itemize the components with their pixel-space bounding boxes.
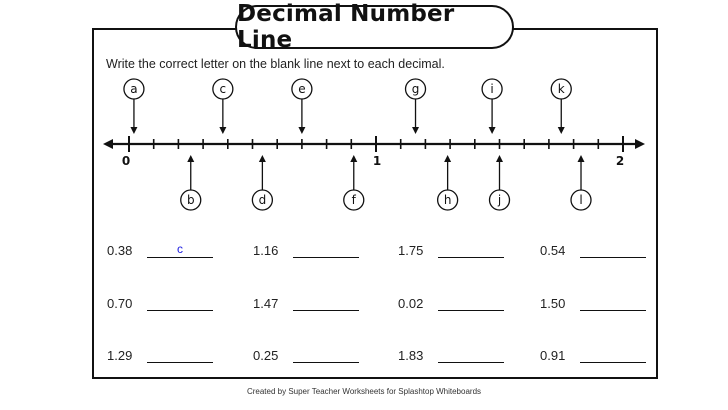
tick-label-0: 0 <box>122 154 130 168</box>
decimal-value: 0.02 <box>398 296 424 311</box>
right-arrowhead <box>635 139 645 149</box>
letter-circle-j <box>488 189 511 211</box>
letter-label-g: g <box>412 82 420 96</box>
instructions-text: Write the correct letter on the blank li… <box>106 57 445 71</box>
arrow-head <box>219 127 227 134</box>
arrow-head <box>577 155 585 162</box>
tick-label-2: 2 <box>616 154 624 168</box>
letter-circle-f <box>343 189 365 211</box>
answer-blank[interactable] <box>438 243 504 258</box>
letter-label-k: k <box>558 82 565 96</box>
letter-circle-d <box>251 189 274 211</box>
decimal-value: 0.70 <box>107 296 133 311</box>
answer-blank[interactable] <box>438 348 504 363</box>
letter-label-f: f <box>352 193 357 207</box>
arrow-head <box>412 127 420 134</box>
decimal-value: 1.75 <box>398 243 424 258</box>
arrow-head <box>258 155 266 162</box>
answer-blank[interactable] <box>438 296 504 311</box>
answer-blank[interactable] <box>293 348 359 363</box>
letter-circle-b <box>180 189 202 211</box>
arrow-head <box>557 127 565 134</box>
arrow-head <box>130 127 138 134</box>
letter-circle-h <box>436 189 459 211</box>
answer-blank[interactable]: c <box>147 243 213 258</box>
letter-label-b: b <box>187 193 195 207</box>
letter-circle-l <box>570 189 592 211</box>
answer-blank[interactable] <box>293 296 359 311</box>
answer-blank[interactable] <box>293 243 359 258</box>
letter-label-h: h <box>444 193 452 207</box>
answer-blank[interactable] <box>580 243 646 258</box>
decimal-value: 1.29 <box>107 348 133 363</box>
letter-label-a: a <box>130 82 137 96</box>
arrow-head <box>187 155 195 162</box>
decimal-value: 0.25 <box>253 348 279 363</box>
arrow-head <box>350 155 358 162</box>
letter-label-c: c <box>220 82 227 96</box>
arrow-head <box>298 127 306 134</box>
decimal-value: 1.83 <box>398 348 424 363</box>
footer-credit: Created by Super Teacher Worksheets for … <box>246 387 482 396</box>
arrow-head <box>496 155 503 162</box>
decimal-value: 0.38 <box>107 243 133 258</box>
tick-label-1: 1 <box>373 154 381 168</box>
decimal-value: 0.91 <box>540 348 566 363</box>
letter-label-l: l <box>579 193 582 207</box>
decimal-value: 1.16 <box>253 243 279 258</box>
arrow-head <box>444 155 452 162</box>
letter-label-e: e <box>298 82 305 96</box>
letter-label-i: i <box>490 82 493 96</box>
decimal-value: 0.54 <box>540 243 566 258</box>
answer-blank[interactable] <box>147 296 213 311</box>
answer-blank[interactable] <box>147 348 213 363</box>
answer-blank[interactable] <box>580 348 646 363</box>
left-arrowhead <box>103 139 113 149</box>
letter-label-j: j <box>497 193 501 207</box>
answer-blank[interactable] <box>580 296 646 311</box>
decimal-value: 1.50 <box>540 296 566 311</box>
decimal-value: 1.47 <box>253 296 279 311</box>
arrow-head <box>488 127 496 134</box>
letter-label-d: d <box>259 193 267 207</box>
